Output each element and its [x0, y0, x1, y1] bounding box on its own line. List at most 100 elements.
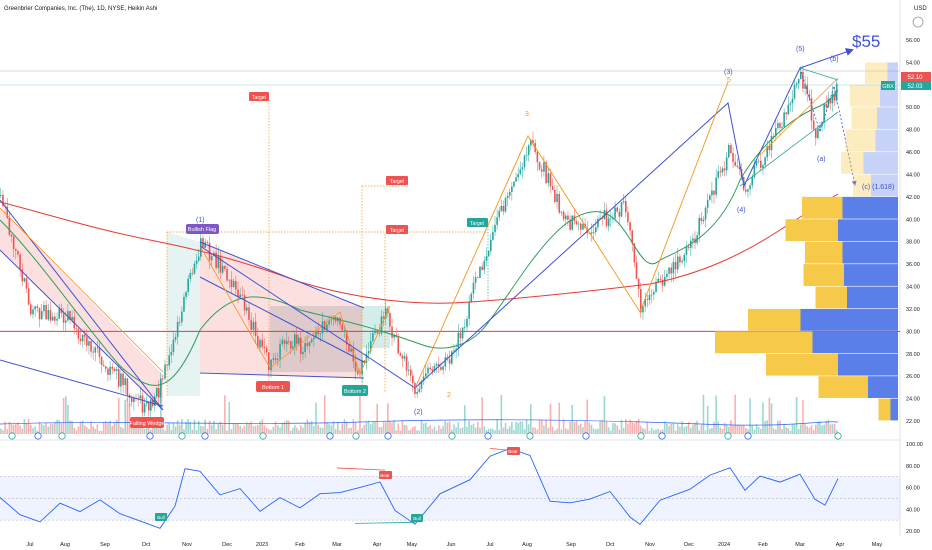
wave-label-orange-2: 2 — [447, 392, 451, 399]
candle-body — [789, 103, 792, 105]
candle-body — [653, 292, 655, 295]
volume-bar — [538, 419, 541, 434]
volume-bar — [36, 430, 39, 434]
rsi-line — [0, 448, 839, 529]
volume-bar — [319, 427, 322, 434]
time-axis-label: Jul — [26, 542, 33, 548]
volume-bar — [562, 419, 565, 434]
candle-body — [30, 304, 32, 315]
vp-bar-blue — [880, 84, 898, 107]
candle-body — [431, 369, 434, 372]
event-icon — [146, 432, 154, 440]
candle-body — [827, 98, 830, 108]
chart-title: Greenbrier Companies, Inc. (The), 1D, NY… — [4, 6, 157, 12]
volume-bar — [663, 421, 666, 434]
volume-bar — [352, 419, 355, 434]
candle-body — [829, 98, 832, 104]
volume-bar — [197, 420, 200, 434]
wedge-orange-line — [0, 207, 164, 373]
volume-bar — [567, 429, 569, 434]
volume-bar — [595, 429, 597, 434]
candle-body — [357, 371, 359, 374]
candle-body — [435, 363, 438, 366]
candle-body — [308, 342, 311, 346]
wave-label-orange-3: 3 — [525, 111, 529, 118]
volume-bar — [511, 421, 513, 434]
volume-bar — [806, 426, 809, 434]
candle-body — [706, 200, 709, 208]
vp-bar-blue — [842, 196, 898, 219]
candle-body — [485, 256, 488, 261]
candle-body — [787, 104, 790, 115]
target-label-4: Target — [470, 221, 485, 227]
event-icon — [352, 432, 360, 440]
candle-body — [760, 160, 762, 168]
volume-bar — [369, 424, 372, 434]
candle-body — [670, 267, 673, 274]
volume-bar — [711, 427, 713, 434]
candle-body — [804, 84, 806, 89]
candle-body — [210, 256, 213, 261]
candle-body — [599, 217, 601, 219]
volume-bar — [698, 430, 701, 434]
candle-body — [659, 278, 662, 281]
rsi-bear-label-2: Bear — [508, 449, 518, 454]
candle-body — [343, 330, 346, 331]
volume-bar — [521, 421, 524, 434]
volume-bar — [474, 427, 477, 434]
candle-body — [451, 351, 453, 364]
candle-body — [34, 306, 36, 310]
volume-bar — [833, 423, 836, 434]
volume-bar — [154, 425, 156, 434]
volume-bar — [409, 429, 412, 434]
volume-bar — [191, 429, 194, 434]
time-axis-label: Nov — [182, 542, 192, 548]
candle-body — [532, 139, 534, 144]
volume-bar — [625, 419, 627, 434]
volume-bar — [148, 427, 150, 434]
volume-bar — [306, 419, 309, 434]
volume-bar — [86, 427, 88, 434]
volume-bar — [709, 428, 711, 434]
volume-bar — [270, 429, 272, 434]
candle-body — [183, 296, 185, 312]
candle-body — [292, 346, 294, 349]
candle-body — [472, 282, 475, 294]
volume-bar — [772, 428, 775, 434]
currency-label: USD — [914, 6, 927, 12]
volume-bar — [45, 422, 47, 434]
volume-bar — [137, 423, 139, 434]
candle-body — [732, 153, 734, 162]
candle-body — [239, 294, 241, 298]
candle-body — [418, 388, 421, 392]
candle-body — [193, 263, 196, 274]
volume-bar — [635, 421, 638, 434]
volume-bar — [25, 423, 28, 434]
settings-icon[interactable] — [912, 16, 924, 28]
volume-bar — [277, 425, 279, 434]
candle-body — [547, 173, 550, 183]
candle-body — [556, 193, 558, 202]
volume-bar — [315, 402, 317, 434]
candle-body — [779, 123, 781, 128]
volume-bar — [804, 424, 806, 434]
candle-body — [627, 212, 629, 223]
candle-body — [156, 388, 158, 397]
volume-bar — [646, 421, 649, 434]
volume-bar — [825, 421, 828, 434]
volume-bar — [213, 420, 215, 434]
volume-bar — [281, 422, 284, 434]
volume-bar — [274, 421, 277, 434]
vp-bar-blue — [842, 241, 898, 264]
candle-body — [313, 337, 315, 340]
volume-bar — [612, 422, 614, 434]
candle-body — [248, 307, 250, 320]
candle-body — [317, 330, 320, 335]
wave-lines — [0, 48, 857, 411]
candle-body — [124, 378, 127, 386]
candle-body — [23, 278, 26, 282]
time-axis-label: Aug — [60, 542, 70, 548]
candle-body — [597, 218, 599, 228]
candle-body — [545, 162, 547, 183]
